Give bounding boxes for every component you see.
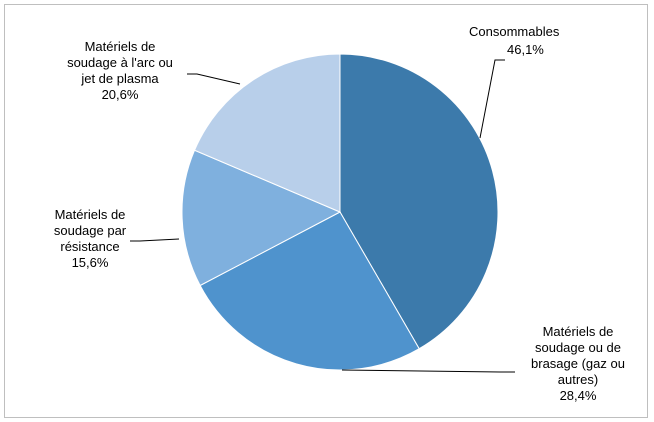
slice-value-soudage-arc-plasma: 20,6% [102, 87, 139, 102]
slice-label-line: Consommables [469, 24, 560, 39]
slice-label-line: soudage par [54, 223, 127, 238]
slice-value-soudage-brasage: 28,4% [560, 388, 597, 403]
slice-label-line: brasage (gaz ou [531, 356, 625, 371]
slice-label-line: Matériels de [543, 324, 614, 339]
pie-slice-consommables [339, 53, 499, 350]
slice-label-soudage-resistance: Matériels de soudage par résistance 15,6% [54, 207, 127, 270]
slice-label-line: autres) [558, 372, 598, 387]
leader-line-consommables [479, 59, 505, 139]
slice-label-line: jet de plasma [80, 71, 159, 86]
pie-slice-soudage-brasage [199, 211, 420, 371]
leader-line-soudage-arc-plasma [187, 73, 241, 85]
slice-value-consommables: 46,1% [507, 42, 544, 57]
slice-label-soudage-arc-plasma: Matériels de soudage à l'arc ou jet de pla… [67, 39, 173, 102]
leader-line-soudage-resistance [130, 238, 180, 242]
slice-label-line: résistance [60, 239, 119, 254]
pie-slice-soudage-arc-plasma [193, 53, 341, 213]
slice-value-soudage-resistance: 15,6% [72, 255, 109, 270]
slice-label-consommables: Consommables 46,1% [469, 24, 560, 57]
slice-label-soudage-brasage: Matériels de soudage ou de brasage (gaz ou… [531, 324, 625, 403]
slice-label-line: soudage à l'arc ou [67, 55, 173, 70]
slice-label-line: Matériels de [85, 39, 156, 54]
slice-label-line: soudage ou de [535, 340, 621, 355]
leader-line-soudage-brasage [341, 369, 515, 373]
slice-label-line: Matériels de [55, 207, 126, 222]
pie-slice-soudage-resistance [181, 149, 342, 287]
